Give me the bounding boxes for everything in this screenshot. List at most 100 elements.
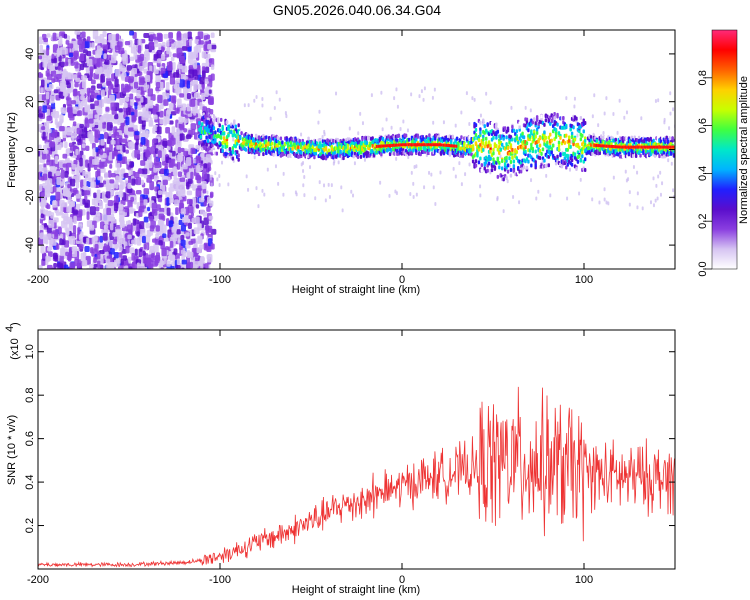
heatmap-cell (118, 135, 123, 143)
heatmap-cell (100, 139, 105, 146)
heatmap-cell (81, 154, 86, 161)
heatmap-cell (64, 264, 69, 269)
heatmap-cell (157, 94, 163, 104)
heatmap-cell (186, 182, 190, 190)
heatmap-cell (495, 135, 498, 140)
heatmap-cell (161, 247, 167, 257)
heatmap-cell (498, 165, 501, 170)
heatmap-cell (171, 234, 175, 240)
heatmap-cell (321, 135, 324, 140)
heatmap-cell (67, 104, 73, 113)
heatmap-cell (415, 143, 418, 147)
heatmap-cell (51, 54, 55, 60)
heatmap-cell (172, 61, 176, 70)
heatmap-cell (136, 89, 141, 99)
heatmap-cell (332, 138, 335, 143)
heatmap-cell (438, 143, 441, 147)
heatmap-cell (94, 130, 99, 138)
heatmap-cell (42, 173, 48, 181)
heatmap-cell (102, 64, 109, 73)
heatmap-cell (522, 135, 526, 140)
heatmap-cell (140, 91, 145, 96)
heatmap-cell (505, 135, 508, 140)
heatmap-cell (428, 133, 431, 138)
heatmap-cell (176, 258, 181, 266)
heatmap-cell (140, 96, 144, 103)
heatmap-cell (40, 244, 45, 254)
heatmap-cell (509, 167, 513, 172)
heatmap-cell (108, 262, 115, 269)
heatmap-cell (168, 220, 174, 228)
heatmap-cell (168, 32, 174, 39)
heatmap-cell (156, 32, 163, 41)
heatmap-cell (72, 225, 77, 234)
heatmap-cell (278, 97, 281, 102)
heatmap-cell (129, 247, 135, 254)
heatmap-cell (501, 166, 504, 171)
heatmap-cell (228, 146, 232, 151)
heatmap-cell (70, 188, 74, 193)
heatmap-cell (406, 143, 409, 147)
heatmap-cell (533, 117, 536, 122)
heatmap-cell (58, 120, 62, 127)
heatmap-cell (201, 181, 207, 189)
heatmap-cell (75, 77, 81, 82)
heatmap-cell (578, 191, 581, 196)
heatmap-cell (518, 200, 521, 205)
heatmap-cell (141, 132, 147, 137)
heatmap-cell (576, 159, 580, 164)
heatmap-cell (565, 133, 568, 138)
heatmap-cell (147, 206, 151, 212)
heatmap-cell (52, 32, 57, 41)
heatmap-cell (214, 171, 217, 176)
heatmap-cell (154, 40, 159, 48)
heatmap-cell (556, 112, 559, 117)
heatmap-cell (434, 143, 437, 147)
heatmap-cell (538, 136, 542, 141)
heatmap-cell (276, 136, 280, 141)
heatmap-cell (546, 114, 549, 119)
heatmap-cell (521, 131, 524, 136)
heatmap-cell (109, 163, 113, 169)
heatmap-cell (218, 123, 221, 128)
heatmap-cell (279, 136, 283, 141)
heatmap-cell (435, 151, 438, 156)
heatmap-cell (669, 91, 672, 96)
heatmap-cell (174, 216, 178, 226)
heatmap-cell (407, 143, 411, 147)
heatmap-cell (225, 141, 229, 146)
heatmap-cell (80, 90, 85, 96)
heatmap-cell (489, 143, 492, 148)
heatmap-cell (512, 128, 516, 133)
heatmap-cell (133, 195, 137, 205)
heatmap-cell (175, 207, 179, 215)
heatmap-cell (71, 164, 77, 170)
heatmap-cell (517, 166, 520, 171)
heatmap-cell (177, 98, 182, 108)
heatmap-cell (66, 162, 72, 168)
heatmap-cell (506, 169, 510, 174)
heatmap-cell (212, 126, 216, 131)
heatmap-cell (534, 121, 537, 126)
heatmap-cell (393, 96, 396, 101)
heatmap-cell (186, 92, 192, 100)
heatmap-cell (460, 182, 463, 187)
heatmap-cell (541, 147, 545, 152)
heatmap-cell (335, 91, 338, 96)
heatmap-cell (151, 202, 158, 209)
heatmap-cell (383, 144, 386, 148)
heatmap-cell (506, 163, 510, 168)
heatmap-cell (176, 154, 182, 163)
heatmap-cell (185, 157, 192, 166)
heatmap-cell (62, 188, 68, 197)
heatmap-cell (161, 183, 166, 193)
heatmap-cell (127, 141, 132, 147)
heatmap-cell (102, 122, 106, 129)
heatmap-cell (48, 171, 52, 181)
heatmap-cell (159, 260, 165, 266)
heatmap-cell (71, 135, 75, 142)
heatmap-cell (106, 122, 113, 131)
heatmap-cell (124, 206, 129, 213)
heatmap-cell (96, 251, 101, 260)
